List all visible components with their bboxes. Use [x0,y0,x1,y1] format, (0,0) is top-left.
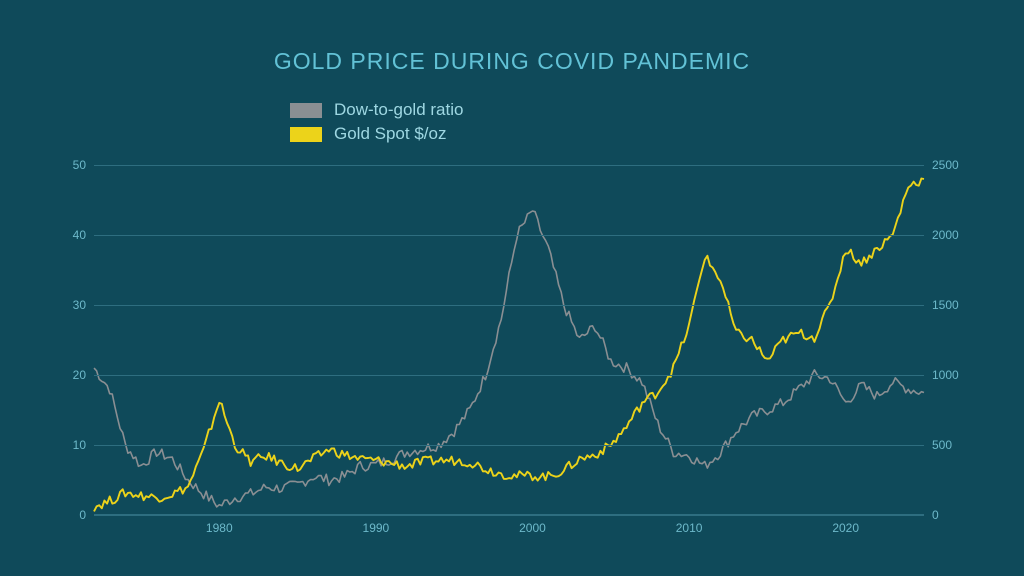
grid-line [94,445,924,446]
y-right-tick: 500 [932,438,952,452]
y-right-tick: 0 [932,508,939,522]
grid-line [94,165,924,166]
y-right-tick: 1000 [932,368,959,382]
y-right-tick: 2500 [932,158,959,172]
x-tick: 2020 [832,521,859,535]
y-left-tick: 20 [73,368,86,382]
x-tick: 2010 [676,521,703,535]
plot-area: 0010500201000301500402000502500198019902… [94,165,924,515]
plot-svg [94,165,924,515]
y-right-tick: 1500 [932,298,959,312]
x-tick: 1980 [206,521,233,535]
legend-item: Gold Spot $/oz [290,124,463,144]
x-tick: 1990 [363,521,390,535]
grid-line [94,375,924,376]
legend-swatch [290,103,322,118]
series-line [94,179,924,512]
y-right-tick: 2000 [932,228,959,242]
legend-swatch [290,127,322,142]
series-line [94,211,924,507]
grid-line [94,305,924,306]
grid-line [94,515,924,516]
legend: Dow-to-gold ratio Gold Spot $/oz [290,100,463,148]
legend-label: Dow-to-gold ratio [334,100,463,120]
y-left-tick: 0 [79,508,86,522]
chart-title: GOLD PRICE DURING COVID PANDEMIC [0,48,1024,75]
y-left-tick: 10 [73,438,86,452]
y-left-tick: 30 [73,298,86,312]
x-tick: 2000 [519,521,546,535]
legend-item: Dow-to-gold ratio [290,100,463,120]
grid-line [94,235,924,236]
legend-label: Gold Spot $/oz [334,124,446,144]
chart-container: { "chart": { "type": "line", "title": "G… [0,0,1024,576]
y-left-tick: 40 [73,228,86,242]
y-left-tick: 50 [73,158,86,172]
